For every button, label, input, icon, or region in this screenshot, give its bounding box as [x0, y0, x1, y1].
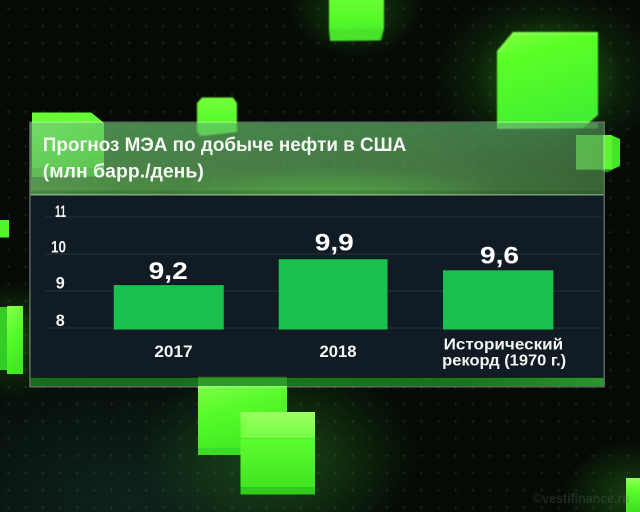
svg-text:2017: 2017 [154, 342, 192, 361]
svg-text:9,2: 9,2 [149, 258, 188, 285]
svg-text:11: 11 [55, 203, 66, 221]
svg-text:рекорд (1970 г.): рекорд (1970 г.) [442, 353, 566, 370]
svg-text:2018: 2018 [319, 342, 356, 361]
svg-text:8: 8 [56, 312, 65, 330]
svg-text:(млн барр./день): (млн барр./день) [43, 162, 204, 183]
svg-text:10: 10 [51, 239, 66, 257]
svg-text:9: 9 [56, 275, 65, 293]
svg-text:©vestifinance.ru: ©vestifinance.ru [533, 491, 630, 506]
svg-text:Исторический: Исторический [444, 337, 564, 354]
svg-text:9,6: 9,6 [480, 243, 519, 270]
svg-text:9,9: 9,9 [315, 230, 354, 257]
svg-text:Прогноз МЭА по добыче нефти в: Прогноз МЭА по добыче нефти в США [43, 135, 407, 156]
